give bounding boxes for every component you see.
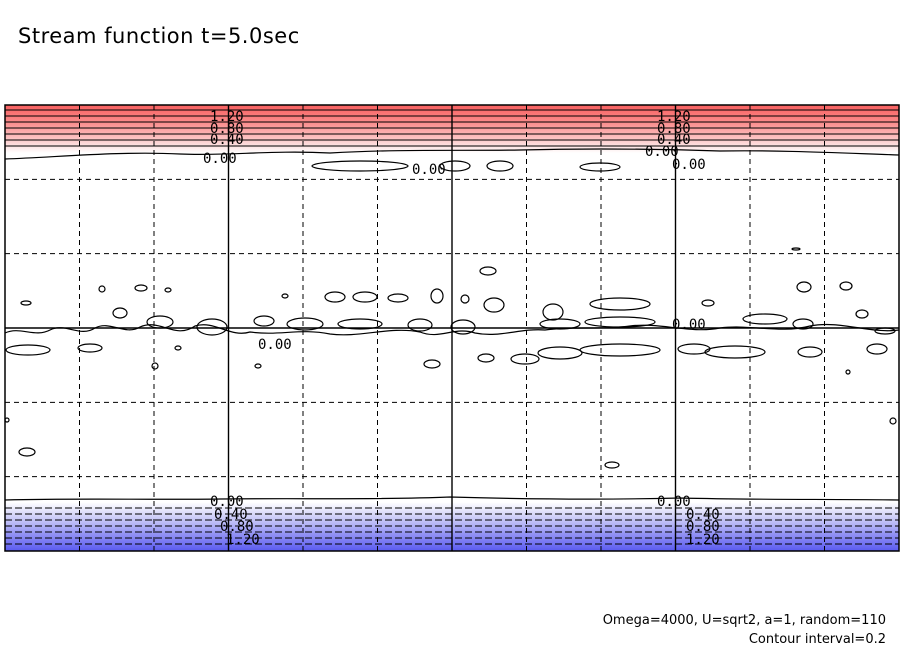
contour-loop [483,297,505,313]
contour-loop [604,461,620,469]
contour-loop [510,353,540,365]
contour-loop [486,160,514,172]
contour-loop [253,315,275,327]
contour-label: 0.00 [645,144,679,160]
contour-loop [477,353,495,363]
contour-label: 1.20 [686,532,720,548]
contour-labels-bottom-right: 0.00 0.40 0.80 1.20 [657,494,720,548]
zero-contour-bottom [4,496,900,501]
contour-loop [579,343,661,357]
contour-loop [164,287,172,293]
contour-label: 0.40 [657,132,691,148]
contour-loop [439,160,471,172]
contour-label: 0.80 [210,121,244,137]
contour-label: 0.00 [258,337,292,353]
contour-loop [5,344,51,356]
contour-loop [254,363,262,369]
contour-label: 0.80 [657,121,691,137]
contour-loop [450,319,476,335]
contour-loop [151,362,159,370]
contour-loop [537,346,583,360]
contour-loop [701,299,715,307]
contour-loop [704,345,766,359]
contour-loop [112,307,128,319]
contour-label: 0.40 [214,507,248,523]
contour-loop [352,291,378,303]
contour-loop [866,343,888,355]
contour-loop [797,346,823,358]
contour-loops [4,160,897,469]
contour-loop [542,303,564,321]
contour-loop [791,247,801,251]
contour-loop [98,285,106,293]
contour-loop [579,162,621,172]
contour-label: 0.00 [657,494,691,510]
contour-loop [889,417,897,425]
contour-label: 0.00 [672,157,706,173]
contour-loop [423,359,441,369]
contour-loop [407,318,433,332]
contour-interval-note: Contour interval=0.2 [748,632,886,647]
contour-labels-mid: 0.00 0.00 0.00 0.00 [258,157,706,353]
contour-label: 0.00 [203,151,237,167]
contour-label: 1.20 [657,109,691,125]
contour-loop [387,293,409,303]
contour-labels-top-right: 1.20 0.80 0.40 0.00 [645,109,691,160]
contour-loop [337,318,383,330]
zero-contour-top [4,148,900,160]
contour-loop [460,294,470,304]
contour-loop [839,281,853,291]
plot-frame [4,104,900,552]
contour-loop [134,284,148,292]
parameters-note: Omega=4000, U=sqrt2, a=1, random=110 [602,613,886,628]
contour-loop [196,318,228,336]
contour-loop [77,343,103,353]
contour-label: 0.80 [686,519,720,535]
contour-loop [430,288,444,304]
contour-labels-bottom-left: 0.00 0.40 0.80 1.20 [210,494,260,548]
page-title: Stream function t=5.0sec [18,24,300,48]
contour-loop [479,266,497,276]
zero-contour-mid [4,323,900,336]
contour-label: 0.00 [412,162,446,178]
contour-loop [20,300,32,306]
contour-label: 1.20 [226,532,260,548]
contour-label: 1.20 [210,109,244,125]
contour-loop [792,318,814,330]
contour-loop [855,309,869,319]
contour-label: 0.40 [210,132,244,148]
contour-labels-top-left: 1.20 0.80 0.40 0.00 [203,109,244,167]
contour-loop [146,315,174,329]
contour-loop [281,293,289,299]
contour-loop [286,317,324,331]
contour-label: 0.80 [220,519,254,535]
contour-loop [18,447,36,457]
contour-loop [796,281,812,293]
contour-loop [845,369,851,375]
contour-label: 0.00 [210,494,244,510]
contour-loop [324,291,346,303]
contour-label: 0.40 [686,507,720,523]
contour-loop [174,345,182,351]
contour-loop [742,313,788,325]
contour-loop [311,160,409,172]
contour-label: 0.00 [672,317,706,333]
contour-loop [589,297,651,311]
